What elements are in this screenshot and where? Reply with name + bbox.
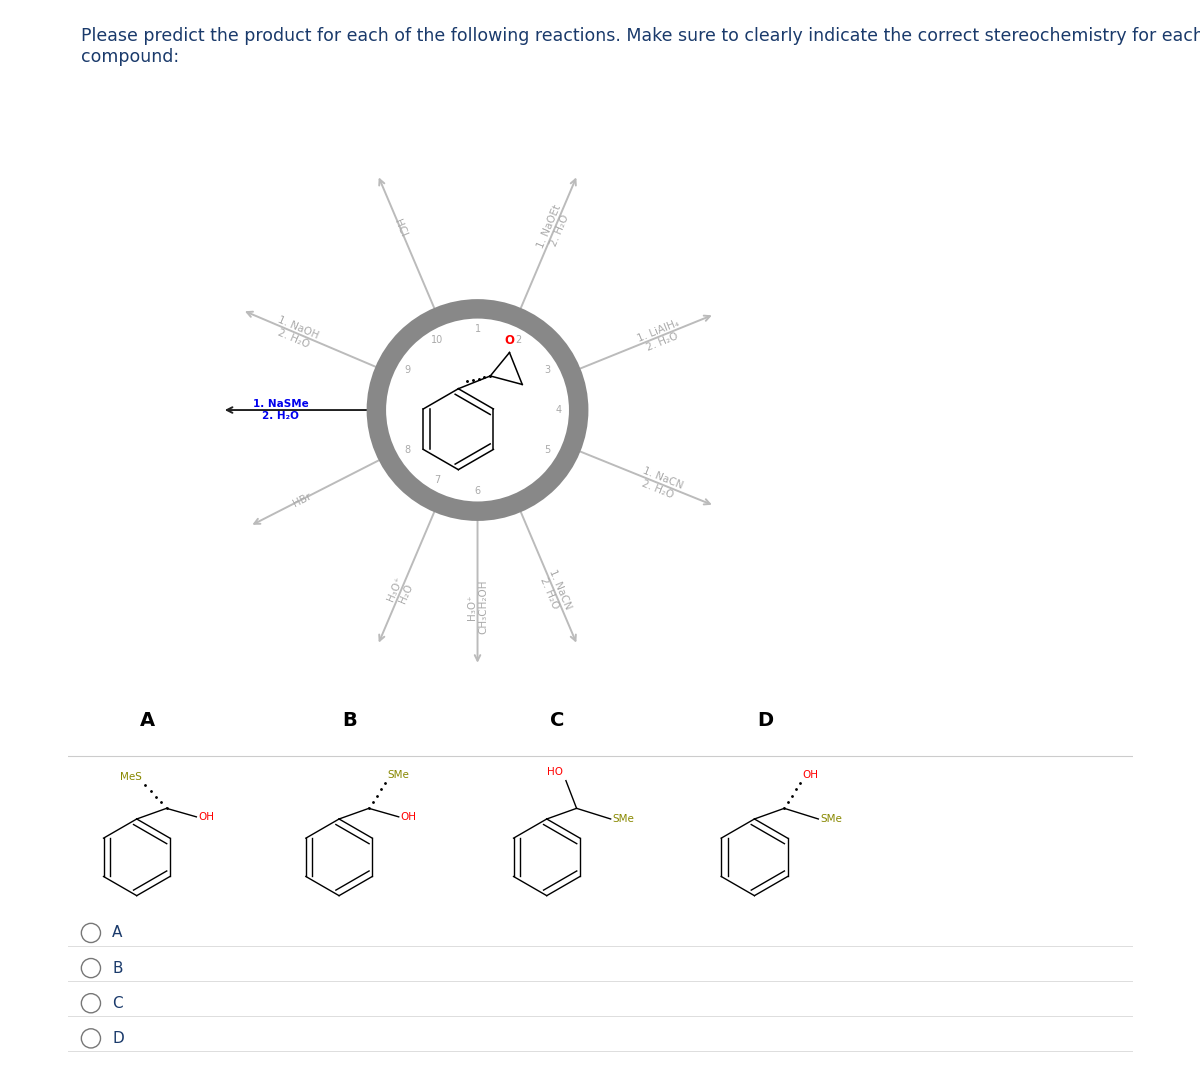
Text: H₃O⁺
CH₃CH₂OH: H₃O⁺ CH₃CH₂OH	[467, 579, 488, 635]
Text: C: C	[551, 710, 564, 730]
Text: 10: 10	[431, 334, 443, 345]
Text: 7: 7	[434, 475, 440, 486]
Text: HO: HO	[547, 768, 563, 777]
Text: D: D	[113, 1031, 124, 1046]
Text: 1. NaSMe
2. H₂O: 1. NaSMe 2. H₂O	[253, 399, 308, 421]
Text: Please predict the product for each of the following reactions. Make sure to cle: Please predict the product for each of t…	[82, 27, 1200, 45]
Text: O: O	[504, 334, 515, 347]
Text: 2: 2	[515, 334, 521, 345]
Text: 6: 6	[474, 486, 480, 496]
Text: 9: 9	[404, 364, 410, 375]
Text: B: B	[342, 710, 358, 730]
Text: MeS: MeS	[120, 772, 142, 782]
Text: OH: OH	[198, 812, 215, 822]
Text: 1. LiAlH₄
2. H₂O: 1. LiAlH₄ 2. H₂O	[636, 318, 685, 355]
Text: SMe: SMe	[388, 770, 409, 780]
Text: A: A	[140, 710, 155, 730]
Text: compound:: compound:	[82, 48, 180, 66]
Text: D: D	[757, 710, 773, 730]
Text: SMe: SMe	[821, 814, 842, 824]
Text: HBr: HBr	[292, 491, 313, 508]
Text: 1. NaCN
2. H₂O: 1. NaCN 2. H₂O	[636, 465, 684, 502]
Text: 1. NaCN
2. H₂O: 1. NaCN 2. H₂O	[536, 568, 572, 616]
Text: A: A	[113, 925, 122, 940]
Text: 1: 1	[474, 324, 480, 334]
Text: 1. NaOEt
2. H₂O: 1. NaOEt 2. H₂O	[535, 203, 574, 255]
Text: 1. NaOH
2. H₂O: 1. NaOH 2. H₂O	[272, 314, 320, 351]
Text: OH: OH	[803, 770, 818, 780]
Text: HCl: HCl	[392, 218, 409, 239]
Text: OH: OH	[401, 812, 416, 822]
Text: C: C	[113, 996, 122, 1011]
Text: 5: 5	[545, 445, 551, 456]
Text: 4: 4	[556, 405, 562, 415]
Text: 8: 8	[404, 445, 410, 456]
Text: H₃O⁺
H₂O: H₃O⁺ H₂O	[385, 575, 415, 607]
Text: 3: 3	[545, 364, 551, 375]
Text: B: B	[113, 961, 122, 976]
Text: SMe: SMe	[613, 814, 635, 824]
